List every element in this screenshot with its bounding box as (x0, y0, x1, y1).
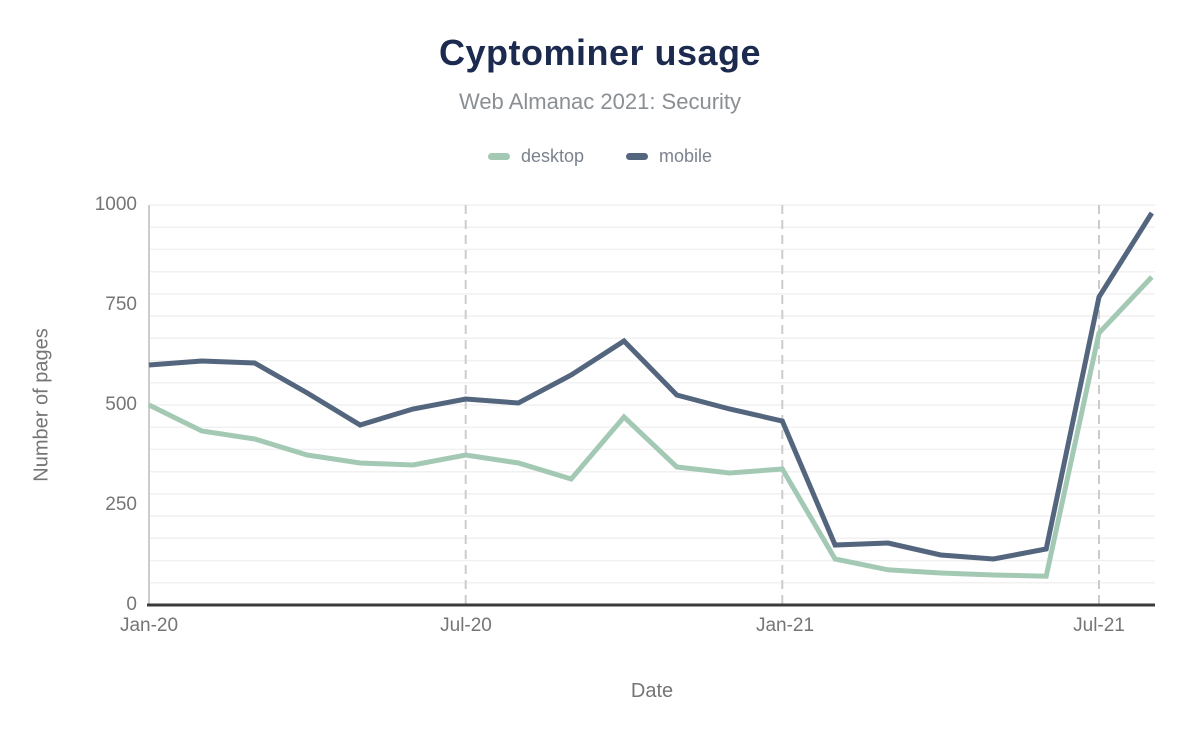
y-tick-750: 750 (105, 294, 137, 315)
x-tick-jul-20: Jul-20 (440, 615, 492, 636)
chart-subtitle: Web Almanac 2021: Security (458, 89, 742, 114)
chart-title: Cyptominer usage (438, 32, 762, 73)
chart-legend: desktop mobile (0, 146, 1200, 167)
legend-label-desktop: desktop (520, 146, 584, 166)
mobile-series-swatch-icon (626, 153, 648, 160)
y-tick-0: 0 (126, 594, 137, 615)
y-axis-title: Number of pages (30, 328, 53, 482)
legend-item-mobile: mobile (626, 146, 712, 167)
legend-label-mobile: mobile (659, 146, 713, 166)
x-axis-title: Date (630, 680, 674, 702)
y-tick-250: 250 (105, 494, 137, 515)
x-tick-jan-21: Jan-21 (755, 615, 815, 636)
x-tick-jul-21: Jul-21 (1073, 615, 1125, 636)
y-tick-500: 500 (105, 394, 137, 415)
x-tick-jan-20: Jan-20 (119, 615, 179, 636)
desktop-series-swatch-icon (487, 153, 510, 160)
y-tick-1000: 1000 (94, 194, 137, 215)
legend-item-desktop: desktop (487, 146, 584, 167)
